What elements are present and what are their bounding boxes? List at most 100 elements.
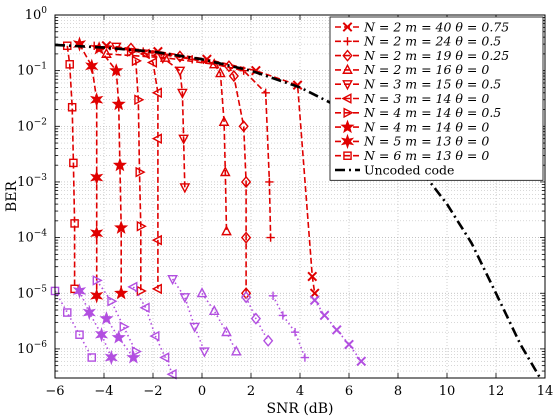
data-point (111, 330, 126, 344)
data-point (75, 330, 84, 339)
data-point (136, 220, 147, 232)
data-point (99, 311, 114, 325)
data-point (110, 42, 122, 53)
axis-ticks (54, 15, 546, 379)
legend-entry: Uncoded code (335, 162, 454, 177)
tick-labels: −6 −4 −2 0 2 4 6 8 10 12 14 100 10−1 10−2 10−3 10−4 10−5… (17, 6, 553, 399)
legend-entry: N = 2 m = 40 θ = 0.75 (335, 19, 509, 34)
x-tick-label: 10 (439, 384, 456, 399)
data-point (114, 285, 129, 300)
series-11 (309, 295, 367, 367)
data-point (72, 36, 87, 52)
data-point (134, 94, 145, 106)
data-point (90, 92, 104, 108)
data-point (218, 115, 230, 126)
series-5 (139, 48, 162, 295)
data-point (221, 225, 232, 236)
data-point (179, 293, 191, 304)
series-12 (268, 291, 310, 362)
data-point (174, 66, 186, 77)
data-point (307, 271, 318, 282)
legend-marker (343, 151, 352, 160)
data-point (166, 368, 177, 380)
legend-entry: N = 5 m = 13 θ = 0 (335, 133, 489, 150)
legend-marker (340, 133, 355, 150)
data-point (268, 291, 278, 300)
data-point (126, 350, 141, 364)
series-line (201, 292, 238, 352)
series-line (106, 53, 228, 232)
y-tick-label: 10−1 (17, 62, 47, 79)
data-point (69, 158, 78, 168)
series-line (98, 48, 122, 294)
data-point (240, 175, 252, 189)
data-point (261, 88, 270, 97)
data-point (146, 57, 158, 68)
series-9 (62, 41, 79, 294)
data-point (67, 102, 77, 112)
x-axis-label: SNR (dB) (266, 401, 333, 417)
data-point (290, 327, 300, 337)
legend-entry: N = 3 m = 14 θ = 0 (335, 91, 489, 106)
data-point (159, 352, 170, 363)
x-tick-label: 8 (394, 384, 402, 399)
series-line (272, 295, 306, 358)
data-point (112, 157, 128, 172)
data-point (90, 169, 104, 186)
legend-box (329, 16, 544, 181)
data-point (344, 339, 354, 350)
legend-marker (343, 107, 354, 119)
x-tick-label: −2 (143, 384, 162, 399)
data-point (131, 55, 142, 67)
series-6 (126, 46, 147, 297)
data-point (189, 322, 201, 333)
data-point (240, 291, 252, 304)
series-line (145, 53, 159, 289)
data-point (151, 234, 162, 246)
series-8 (72, 36, 104, 304)
y-tick-label: 10−3 (17, 173, 47, 190)
legend-marker (342, 63, 353, 74)
data-point (238, 120, 249, 133)
data-point (240, 231, 252, 244)
legend-marker (342, 22, 353, 32)
data-point (70, 219, 79, 228)
data-point (319, 310, 330, 321)
legend-entry: N = 4 m = 14 θ = 0.5 (335, 105, 501, 120)
data-point (230, 345, 242, 356)
series-line (78, 43, 98, 296)
y-tick-label: 100 (25, 6, 48, 23)
series-line (245, 296, 269, 342)
data-point (292, 80, 303, 91)
legend-label: N = 5 m = 13 θ = 0 (363, 134, 489, 149)
data-point (300, 353, 310, 362)
data-point (309, 295, 320, 306)
data-point (179, 183, 191, 194)
data-point (114, 220, 129, 234)
data-point (250, 312, 262, 325)
data-point (139, 48, 150, 60)
legend-marker (340, 119, 355, 134)
series-line (78, 290, 113, 358)
legend-entry: N = 2 m = 19 θ = 0.25 (335, 48, 509, 63)
legend-label: N = 2 m = 19 θ = 0.25 (363, 48, 509, 63)
data-point (199, 347, 210, 358)
data-point (94, 327, 109, 343)
legend-label: N = 3 m = 15 θ = 0.5 (363, 77, 501, 92)
data-point (178, 134, 189, 145)
data-point (72, 283, 87, 299)
series-18 (99, 311, 141, 364)
legend-marker (343, 37, 352, 46)
series-19 (72, 283, 118, 366)
x-tick-label: 2 (247, 384, 255, 399)
legend-label: N = 4 m = 14 θ = 0 (363, 119, 489, 134)
legend-entry: N = 6 m = 13 θ = 0 (335, 148, 489, 163)
data-point (265, 177, 274, 187)
data-point (90, 288, 104, 304)
data-point (127, 281, 138, 293)
data-point (167, 274, 178, 286)
data-point (239, 66, 248, 75)
data-point (149, 330, 160, 342)
data-point (331, 324, 342, 335)
